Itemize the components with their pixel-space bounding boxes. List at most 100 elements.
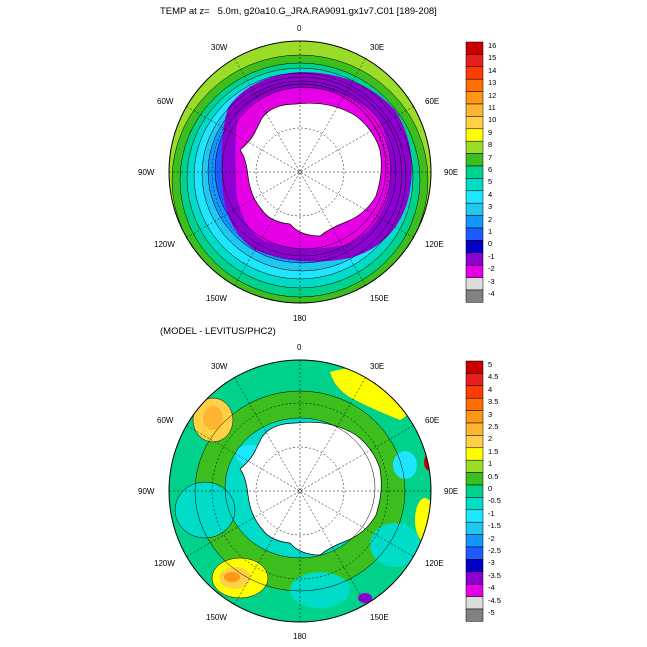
panel1-colorbar-label: -2 (488, 264, 495, 274)
panel2-colorbar-label: -3 (488, 558, 495, 568)
panel1-lon-label-60w: 60W (157, 97, 174, 106)
panel2-colorbar-swatch (465, 596, 484, 610)
panel1-map (169, 41, 431, 303)
panel1-colorbar-swatch (465, 264, 484, 278)
panel2-lon-label-150w: 150W (206, 613, 227, 622)
panel1-colorbar-label: 11 (488, 103, 496, 112)
panel1-colorbar-label: 12 (488, 90, 497, 100)
panel2-colorbar-label: 1 (488, 459, 493, 469)
panel1-colorbar-swatch (465, 103, 484, 117)
panel1-lon-label-90e: 90E (444, 168, 459, 177)
panel1-colorbar-label: 15 (488, 53, 497, 63)
panel1-colorbar-label: 8 (488, 140, 493, 150)
panel1-lon-label-0: 0 (297, 24, 302, 33)
panel2-colorbar-label: 3 (488, 409, 493, 419)
panel2-colorbar-label: 0 (488, 484, 493, 493)
panel1-colorbar-swatch (465, 178, 484, 192)
panel2-colorbar-swatch (465, 583, 484, 597)
panel1-colorbar-label: 9 (488, 127, 493, 137)
panel2-colorbar-label: 0.5 (488, 471, 499, 481)
panel2-colorbar-label: 5 (488, 360, 493, 369)
panel2-lon-label-90w: 90W (138, 487, 155, 496)
panel1-colorbar-swatch (465, 240, 484, 254)
panel2-colorbar-label: -2.5 (488, 546, 501, 555)
panel1-colorbar-label: 16 (488, 41, 497, 50)
panel2-colorbar-swatch (465, 546, 484, 560)
panel2-colorbar-label: 1.5 (488, 446, 499, 456)
panel1-colorbar-swatch (465, 252, 484, 266)
panel1-lon-label-30e: 30E (370, 43, 385, 52)
panel2-lon-label-90e: 90E (444, 487, 459, 496)
panel2-colorbar-swatch (465, 373, 484, 387)
panel2-colorbar-label: -4 (488, 583, 495, 593)
panel1-colorbar-label: -1 (488, 251, 495, 261)
panel1-colorbar-swatch (465, 91, 484, 105)
panel2-colorbar (465, 360, 484, 622)
panel2-colorbar-label: 4 (488, 384, 493, 394)
panel2-colorbar-swatch (465, 521, 484, 535)
panel1-lon-label-180: 180 (293, 314, 307, 323)
panel2-colorbar-swatch (465, 435, 484, 449)
panel2-colorbar-label: -1 (488, 508, 495, 518)
panel2-colorbar-swatch (465, 571, 484, 585)
panel2-colorbar-label: -0.5 (488, 496, 501, 506)
panel2-colorbar-swatch (465, 385, 484, 399)
panel2-lon-label-150e: 150E (370, 613, 389, 622)
panel2-lon-label-60e: 60E (425, 416, 440, 425)
panel2-colorbar-swatch (465, 608, 484, 622)
panel1-colorbar-swatch (465, 54, 484, 68)
panel1-colorbar-label: 1 (488, 227, 493, 236)
panel1-colorbar-swatch (465, 78, 484, 92)
panel2-colorbar-swatch (465, 422, 484, 436)
panel2-colorbar-label: 4.5 (488, 372, 499, 382)
panel1-colorbar-swatch (465, 41, 484, 55)
panel1-lon-label-90w: 90W (138, 168, 155, 177)
panel1-colorbar-swatch (465, 202, 484, 216)
panel2-lon-label-120w: 120W (154, 559, 175, 568)
panel1-lon-label-60e: 60E (425, 97, 440, 106)
panel1-colorbar-label: -3 (488, 276, 495, 286)
panel2-colorbar-swatch (465, 397, 484, 411)
panel1-colorbar-swatch (465, 289, 484, 303)
panel1-colorbar-label: 7 (488, 152, 493, 162)
panel2-colorbar-swatch (465, 410, 484, 424)
panel1-colorbar-swatch (465, 66, 484, 80)
panel1-colorbar-swatch (465, 227, 484, 241)
panel2-map-border (168, 359, 432, 623)
panel2-colorbar-swatch (465, 497, 484, 511)
panel2-colorbar-label: -5 (488, 608, 495, 617)
panel1-colorbar-label: 13 (488, 78, 497, 88)
panel1-colorbar-swatch (465, 165, 484, 179)
panel1-colorbar-label: 6 (488, 165, 493, 174)
panel1-colorbar-swatch (465, 190, 484, 204)
panel2-colorbar-label: 3.5 (488, 397, 499, 407)
panel2-lon-label-60w: 60W (157, 416, 174, 425)
panel2-colorbar-swatch (465, 447, 484, 461)
panel1-map-border (168, 40, 432, 304)
panel1-colorbar-label: 14 (488, 65, 497, 75)
panel1-lon-label-150w: 150W (206, 294, 227, 303)
panel2-colorbar-swatch (465, 509, 484, 523)
panel2-map (169, 360, 431, 622)
panel1-colorbar-label: 2 (488, 214, 493, 224)
panel1-colorbar-swatch (465, 116, 484, 130)
panel2-colorbar-swatch (465, 472, 484, 486)
panel2-colorbar-swatch (465, 484, 484, 498)
panel2-colorbar-swatch (465, 534, 484, 548)
panel2-colorbar-swatch (465, 559, 484, 573)
panel1-colorbar-label: 5 (488, 177, 493, 187)
panel2-colorbar-label: 2.5 (488, 422, 499, 431)
panel1-colorbar-label: 3 (488, 202, 493, 212)
panel2-colorbar-label: -3.5 (488, 570, 501, 580)
panel1-lon-label-150e: 150E (370, 294, 389, 303)
panel2-colorbar-swatch (465, 360, 484, 374)
panel1-colorbar-swatch (465, 153, 484, 167)
panel2-lon-label-30w: 30W (211, 362, 228, 371)
panel1-colorbar-swatch (465, 140, 484, 154)
panel2-colorbar-label: -1.5 (488, 521, 501, 531)
panel1-colorbar-label: 10 (488, 115, 497, 125)
panel2-lon-label-180: 180 (293, 632, 307, 641)
panel2-title: (MODEL - LEVITUS/PHC2) (160, 326, 276, 337)
panel1-colorbar (465, 41, 484, 303)
panel1-title: TEMP at z= 5.0m, g20a10.G_JRA.RA9091.gx1… (160, 6, 437, 17)
